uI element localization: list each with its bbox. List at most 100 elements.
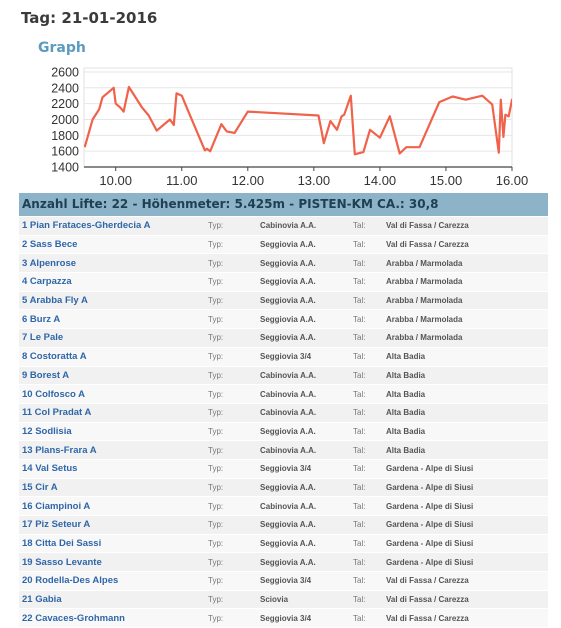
lift-name-cell: 13 Plans-Frara A <box>19 440 208 460</box>
lift-region: Gardena - Alpe di Siusi <box>386 515 548 535</box>
lift-region: Arabba / Marmolada <box>386 272 548 292</box>
lift-type: Seggiovia A.A. <box>260 328 353 348</box>
x-tick-label: 11.00 <box>166 173 198 188</box>
lift-name-link[interactable]: 9 Borest A <box>22 369 70 381</box>
lift-type: Cabinovia A.A. <box>260 384 353 404</box>
lift-row: 14 Val Setus Typ: Seggiovia 3/4 Tal: Gardena… <box>19 459 548 479</box>
tal-label: Tal: <box>353 291 386 311</box>
lift-row: 20 Rodella-Des Alpes Typ: Seggiovia 3/4 Tal… <box>19 571 548 591</box>
lift-type: Seggiovia A.A. <box>260 272 353 292</box>
lift-name-cell: 6 Burz A <box>19 309 208 330</box>
lift-name-cell: 16 Ciampinoi A <box>19 496 208 516</box>
type-label: Typ: <box>208 328 260 348</box>
lift-name-link[interactable]: 20 Rodella-Des Alpes <box>22 575 119 587</box>
lift-name-cell: 18 Citta Dei Sassi <box>19 534 208 554</box>
type-label: Typ: <box>208 552 260 573</box>
lift-name-cell: 11 Col Pradat A <box>19 403 208 423</box>
lift-region: Alta Badia <box>386 384 548 404</box>
lift-name-link[interactable]: 1 Pian Frataces-Gherdecia A <box>22 220 151 232</box>
lift-name-cell: 15 Cir A <box>19 478 208 498</box>
x-tick-label: 12.00 <box>232 173 265 188</box>
lift-name-link[interactable]: 10 Colfosco A <box>22 388 85 400</box>
lift-name-link[interactable]: 11 Col Pradat A <box>22 407 92 419</box>
lift-row: 22 Cavaces-Grohmann Typ: Seggiovia 3/4 Tal:… <box>19 608 548 628</box>
lift-region: Gardena - Alpe di Siusi <box>386 534 548 554</box>
lift-type: Seggiovia A.A. <box>260 552 353 573</box>
lift-name-link[interactable]: 21 Gabia <box>22 594 62 606</box>
type-label: Typ: <box>208 478 260 498</box>
tal-label: Tal: <box>353 515 386 535</box>
lift-type: Seggiovia A.A. <box>260 478 353 498</box>
lift-row: 10 Colfosco A Typ: Cabinovia A.A. Tal: Alta … <box>19 384 548 404</box>
lift-type: Cabinovia A.A. <box>260 403 353 423</box>
type-label: Typ: <box>208 217 260 236</box>
lift-row: 4 Carpazza Typ: Seggiovia A.A. Tal: Arabba /… <box>19 272 548 292</box>
tal-label: Tal: <box>353 384 386 404</box>
lift-row: 7 Le Pale Typ: Seggiovia A.A. Tal: Arabba / … <box>19 328 548 348</box>
lift-type: Cabinovia A.A. <box>260 366 353 386</box>
lift-name-link[interactable]: 15 Cir A <box>22 481 58 493</box>
lift-name-link[interactable]: 8 Costoratta A <box>22 351 87 363</box>
lift-row: 21 Gabia Typ: Sciovia Tal: Val di Fassa / Ca… <box>19 590 548 610</box>
lift-name-link[interactable]: 7 Le Pale <box>22 332 64 344</box>
lift-name-link[interactable]: 18 Citta Dei Sassi <box>22 538 102 550</box>
lift-region: Val di Fassa / Carezza <box>386 217 548 236</box>
lift-name-link[interactable]: 3 Alpenrose <box>22 257 77 269</box>
tal-label: Tal: <box>353 403 386 423</box>
lift-name-link[interactable]: 2 Sass Bece <box>22 239 78 251</box>
y-tick-label: 2200 <box>51 97 79 111</box>
x-tick-label: 14.00 <box>364 173 397 188</box>
lift-region: Arabba / Marmolada <box>386 328 548 348</box>
lift-name-cell: 9 Borest A <box>19 366 208 386</box>
type-label: Typ: <box>208 403 260 423</box>
lift-region: Val di Fassa / Carezza <box>386 608 548 628</box>
tal-label: Tal: <box>353 440 386 460</box>
lift-name-link[interactable]: 12 Sodlisia <box>22 425 72 437</box>
lift-type: Seggiovia A.A. <box>260 309 353 330</box>
tal-label: Tal: <box>353 253 386 274</box>
lift-region: Alta Badia <box>386 366 548 386</box>
type-label: Typ: <box>208 496 260 516</box>
lift-name-link[interactable]: 5 Arabba Fly A <box>22 295 88 307</box>
y-tick-label: 1600 <box>51 145 79 159</box>
graph-heading: Graph <box>38 40 86 56</box>
x-tick-label: 13.00 <box>298 173 331 188</box>
tal-label: Tal: <box>353 422 386 442</box>
lift-name-link[interactable]: 17 Piz Seteur A <box>22 519 91 531</box>
type-label: Typ: <box>208 384 260 404</box>
tal-label: Tal: <box>353 459 386 479</box>
lift-name-link[interactable]: 4 Carpazza <box>22 276 72 288</box>
lift-name-cell: 8 Costoratta A <box>19 347 208 367</box>
lift-name-link[interactable]: 22 Cavaces-Grohmann <box>22 612 125 624</box>
lift-type: Cabinovia A.A. <box>260 496 353 516</box>
lift-region: Val di Fassa / Carezza <box>386 590 548 610</box>
lift-name-cell: 20 Rodella-Des Alpes <box>19 571 208 591</box>
lift-row: 6 Burz A Typ: Seggiovia A.A. Tal: Arabba / M… <box>19 309 548 330</box>
lift-name-link[interactable]: 6 Burz A <box>22 313 61 325</box>
tal-label: Tal: <box>353 272 386 292</box>
tal-label: Tal: <box>353 328 386 348</box>
lift-name-link[interactable]: 14 Val Setus <box>22 463 78 475</box>
lift-table: 1 Pian Frataces-Gherdecia A Typ: Cabinovia… <box>19 217 548 628</box>
lift-name-cell: 22 Cavaces-Grohmann <box>19 608 208 628</box>
type-label: Typ: <box>208 347 260 367</box>
lift-name-cell: 10 Colfosco A <box>19 384 208 404</box>
lift-name-link[interactable]: 16 Ciampinoi A <box>22 500 91 512</box>
tal-label: Tal: <box>353 534 386 554</box>
type-label: Typ: <box>208 235 260 255</box>
tal-label: Tal: <box>353 608 386 628</box>
tal-label: Tal: <box>353 347 386 367</box>
lift-region: Alta Badia <box>386 440 548 460</box>
type-label: Typ: <box>208 309 260 330</box>
x-tick-label: 10.00 <box>99 173 132 188</box>
lift-row: 8 Costoratta A Typ: Seggiovia 3/4 Tal: Alta … <box>19 347 548 367</box>
summary-bar: Anzahl Lifte: 22 - Höhenmeter: 5.425m - … <box>19 193 548 216</box>
tal-label: Tal: <box>353 571 386 591</box>
lift-row: 1 Pian Frataces-Gherdecia A Typ: Cabinovia… <box>19 217 548 236</box>
lift-name-link[interactable]: 19 Sasso Levante <box>22 556 102 568</box>
y-tick-label: 2600 <box>51 65 79 79</box>
lift-region: Arabba / Marmolada <box>386 253 548 274</box>
lift-name-link[interactable]: 13 Plans-Frara A <box>22 444 97 456</box>
lift-row: 5 Arabba Fly A Typ: Seggiovia A.A. Tal: Arab… <box>19 291 548 311</box>
lift-name-cell: 17 Piz Seteur A <box>19 515 208 535</box>
